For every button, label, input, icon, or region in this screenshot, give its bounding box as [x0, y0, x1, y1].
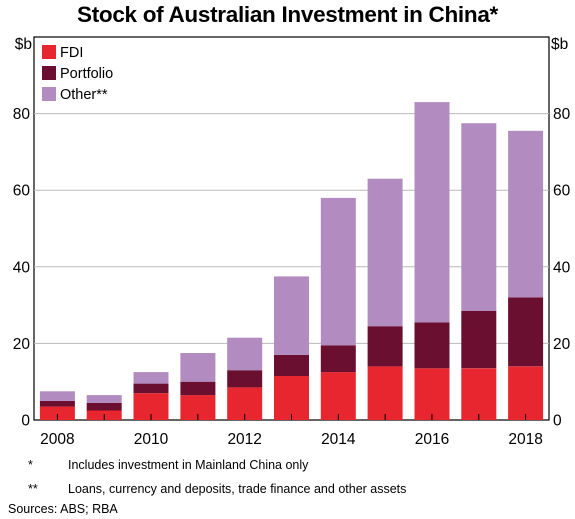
legend-label: FDI	[60, 45, 83, 61]
legend-swatch	[42, 87, 56, 101]
y-tick-label-left: 40	[13, 259, 31, 276]
bar-segment-portfolio	[180, 381, 216, 396]
bar-segment-other	[414, 102, 450, 323]
y-tick-label-left: 0	[21, 413, 30, 430]
y-unit-right: $b	[551, 36, 568, 53]
bar-segment-other	[367, 178, 403, 327]
bar-segment-portfolio	[133, 383, 169, 394]
x-tick-label: 2010	[134, 431, 169, 448]
bar-segment-fdi	[461, 368, 497, 420]
footnote-symbol: **	[28, 482, 38, 496]
bar-segment-other	[320, 197, 356, 346]
sources-line: Sources: ABS; RBA	[8, 502, 118, 516]
bar-segment-fdi	[274, 376, 309, 420]
footnote-text: Includes investment in Mainland China on…	[68, 458, 309, 472]
y-tick-label-left: 60	[13, 183, 31, 200]
bar-segment-portfolio	[274, 354, 309, 376]
bar-segment-fdi	[320, 372, 356, 420]
chart-title: Stock of Australian Investment in China*	[77, 2, 498, 27]
bar-segment-other	[180, 353, 216, 382]
bar-segment-portfolio	[414, 322, 450, 369]
bar-segment-other	[274, 276, 309, 355]
footnote-symbol: *	[28, 458, 33, 472]
y-tick-label-right: 40	[553, 259, 571, 276]
bar-segment-fdi	[39, 406, 75, 420]
footnote-text: Loans, currency and deposits, trade fina…	[68, 482, 407, 496]
legend-label: Portfolio	[60, 66, 113, 82]
y-unit-left: $b	[15, 36, 32, 53]
x-tick-label: 2012	[227, 431, 261, 448]
legend-swatch	[42, 66, 56, 80]
y-tick-label-right: 20	[553, 336, 571, 353]
bar-segment-portfolio	[86, 402, 122, 411]
bar-segment-other	[86, 395, 122, 403]
bar-segment-portfolio	[367, 326, 403, 367]
y-tick-label-right: 80	[553, 106, 571, 123]
bar-segment-other	[133, 372, 169, 384]
bar-segment-portfolio	[227, 370, 263, 388]
bar-segment-portfolio	[320, 345, 356, 373]
bar-segment-portfolio	[39, 400, 75, 407]
x-tick-label: 2014	[321, 431, 356, 448]
bar-segment-other	[39, 391, 75, 401]
y-tick-label-right: 60	[553, 183, 571, 200]
x-tick-label: 2016	[415, 431, 449, 448]
bar-segment-other	[508, 130, 544, 298]
bar-segment-other	[227, 337, 263, 371]
y-tick-label-left: 80	[13, 106, 31, 123]
bar-segment-portfolio	[461, 310, 497, 369]
y-tick-label-right: 0	[553, 413, 562, 430]
legend-label: Other**	[60, 87, 108, 103]
bar-segment-portfolio	[508, 297, 544, 367]
legend-swatch	[42, 45, 56, 59]
bar-segment-other	[461, 123, 497, 311]
footnotes: * Includes investment in Mainland China …	[8, 458, 568, 518]
bar-segment-fdi	[414, 368, 450, 420]
x-tick-label: 2008	[40, 431, 74, 448]
y-tick-label-left: 20	[13, 336, 31, 353]
bar-segment-fdi	[367, 366, 403, 420]
bar-segment-fdi	[508, 366, 544, 420]
x-tick-label: 2018	[508, 431, 542, 448]
